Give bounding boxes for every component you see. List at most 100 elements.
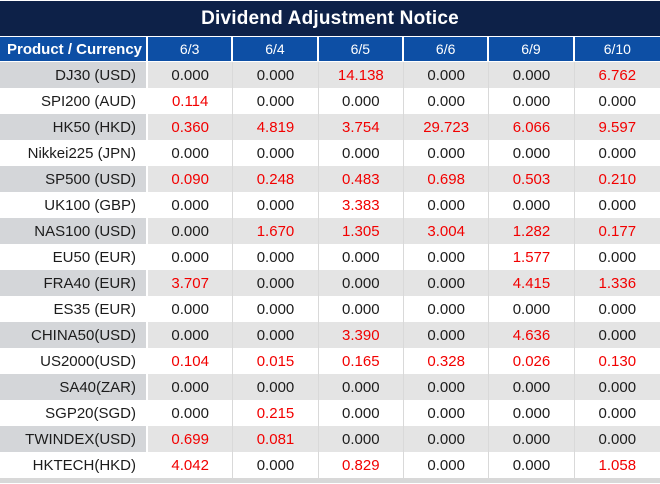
value-cell: 0.000 xyxy=(403,62,490,88)
value-cell: 0.000 xyxy=(233,192,319,218)
value-cell: 0.000 xyxy=(148,244,234,270)
value-cell: 0.000 xyxy=(489,296,575,322)
value-cell: 0.090 xyxy=(148,166,234,192)
value-cell: 0.248 xyxy=(233,166,319,192)
table-row: DJ30 (USD) 0.000 0.000 14.138 0.000 0.000 6.76… xyxy=(0,62,660,88)
value-cell: 3.754 xyxy=(318,114,404,140)
value-cell: 1.577 xyxy=(489,244,575,270)
value-cell: 0.000 xyxy=(233,296,319,322)
table-row: NAS100 (USD) 0.000 1.670 1.305 3.004 1.282 0.1… xyxy=(0,218,660,244)
value-cell: 0.000 xyxy=(574,426,660,452)
value-cell: 0.000 xyxy=(148,62,234,88)
product-cell: SGP20(SGD) xyxy=(0,400,148,426)
column-header-date: 6/9 xyxy=(489,36,575,62)
table-row: SA40(ZAR) 0.000 0.000 0.000 0.000 0.000 0.000 xyxy=(0,374,660,400)
value-cell: 0.000 xyxy=(574,296,660,322)
value-cell: 1.305 xyxy=(318,218,404,244)
table-row: ES35 (EUR) 0.000 0.000 0.000 0.000 0.000 0.000 xyxy=(0,296,660,322)
value-cell: 0.000 xyxy=(403,192,490,218)
value-cell: 0.215 xyxy=(233,400,319,426)
value-cell: 0.000 xyxy=(489,400,575,426)
value-cell: 0.081 xyxy=(233,426,319,452)
table-row: Nikkei225 (JPN) 0.000 0.000 0.000 0.000 0.000… xyxy=(0,140,660,166)
product-cell: HK50 (HKD) xyxy=(0,114,148,140)
value-cell: 0.000 xyxy=(489,426,575,452)
value-cell: 0.000 xyxy=(403,296,490,322)
value-cell: 0.000 xyxy=(574,374,660,400)
dividend-table: Product / Currency 6/3 6/4 6/5 6/6 6/9 6/10 DJ… xyxy=(0,36,660,478)
value-cell: 6.762 xyxy=(574,62,660,88)
value-cell: 0.699 xyxy=(148,426,234,452)
value-cell: 0.000 xyxy=(574,400,660,426)
value-cell: 0.000 xyxy=(318,400,404,426)
value-cell: 0.000 xyxy=(489,62,575,88)
value-cell: 0.000 xyxy=(233,88,319,114)
value-cell: 0.000 xyxy=(489,88,575,114)
value-cell: 0.000 xyxy=(318,270,404,296)
product-cell: ES35 (EUR) xyxy=(0,296,148,322)
value-cell: 0.000 xyxy=(318,140,404,166)
value-cell: 0.483 xyxy=(318,166,404,192)
value-cell: 9.597 xyxy=(574,114,660,140)
table-row: SPI200 (AUD) 0.114 0.000 0.000 0.000 0.000 0.0… xyxy=(0,88,660,114)
column-header-date: 6/6 xyxy=(403,36,490,62)
value-cell: 0.000 xyxy=(489,374,575,400)
value-cell: 4.415 xyxy=(489,270,575,296)
product-cell: SPI200 (AUD) xyxy=(0,88,148,114)
value-cell: 6.066 xyxy=(489,114,575,140)
value-cell: 0.165 xyxy=(318,348,404,374)
value-cell: 0.000 xyxy=(148,322,234,348)
column-header-date: 6/10 xyxy=(574,36,660,62)
value-cell: 0.210 xyxy=(574,166,660,192)
product-cell: HKTECH(HKD) xyxy=(0,452,148,478)
value-cell: 0.000 xyxy=(148,296,234,322)
value-cell: 1.336 xyxy=(574,270,660,296)
column-header-date: 6/4 xyxy=(233,36,319,62)
product-cell: DJ30 (USD) xyxy=(0,62,148,88)
value-cell: 0.114 xyxy=(148,88,234,114)
value-cell: 4.042 xyxy=(148,452,234,478)
value-cell: 0.000 xyxy=(489,452,575,478)
table-row: EU50 (EUR) 0.000 0.000 0.000 0.000 1.577 0.000 xyxy=(0,244,660,270)
value-cell: 3.707 xyxy=(148,270,234,296)
value-cell: 0.328 xyxy=(403,348,490,374)
value-cell: 0.000 xyxy=(574,322,660,348)
bottom-strip xyxy=(0,478,660,483)
value-cell: 0.000 xyxy=(148,374,234,400)
value-cell: 0.000 xyxy=(318,426,404,452)
value-cell: 4.636 xyxy=(489,322,575,348)
value-cell: 0.360 xyxy=(148,114,234,140)
table-row: HK50 (HKD) 0.360 4.819 3.754 29.723 6.066 9.59… xyxy=(0,114,660,140)
value-cell: 0.000 xyxy=(403,322,490,348)
value-cell: 0.000 xyxy=(318,88,404,114)
value-cell: 0.000 xyxy=(403,400,490,426)
product-cell: Nikkei225 (JPN) xyxy=(0,140,148,166)
value-cell: 0.015 xyxy=(233,348,319,374)
value-cell: 0.000 xyxy=(148,192,234,218)
value-cell: 0.104 xyxy=(148,348,234,374)
title-bar: Dividend Adjustment Notice xyxy=(0,1,660,36)
value-cell: 0.000 xyxy=(489,140,575,166)
value-cell: 4.819 xyxy=(233,114,319,140)
value-cell: 0.000 xyxy=(403,452,490,478)
value-cell: 0.000 xyxy=(233,322,319,348)
column-header-date: 6/5 xyxy=(318,36,404,62)
value-cell: 0.000 xyxy=(318,244,404,270)
product-cell: SA40(ZAR) xyxy=(0,374,148,400)
value-cell: 0.000 xyxy=(489,192,575,218)
value-cell: 1.282 xyxy=(489,218,575,244)
table-header-row: Product / Currency 6/3 6/4 6/5 6/6 6/9 6/10 xyxy=(0,36,660,62)
value-cell: 0.000 xyxy=(403,270,490,296)
column-header-date: 6/3 xyxy=(148,36,234,62)
value-cell: 0.000 xyxy=(574,88,660,114)
value-cell: 1.058 xyxy=(574,452,660,478)
value-cell: 0.000 xyxy=(403,244,490,270)
value-cell: 3.383 xyxy=(318,192,404,218)
value-cell: 3.004 xyxy=(403,218,490,244)
value-cell: 0.026 xyxy=(489,348,575,374)
value-cell: 29.723 xyxy=(403,114,490,140)
value-cell: 0.000 xyxy=(148,140,234,166)
value-cell: 3.390 xyxy=(318,322,404,348)
table-row: US2000(USD) 0.104 0.015 0.165 0.328 0.026 0.13… xyxy=(0,348,660,374)
table-row: UK100 (GBP) 0.000 0.000 3.383 0.000 0.000 0.00… xyxy=(0,192,660,218)
